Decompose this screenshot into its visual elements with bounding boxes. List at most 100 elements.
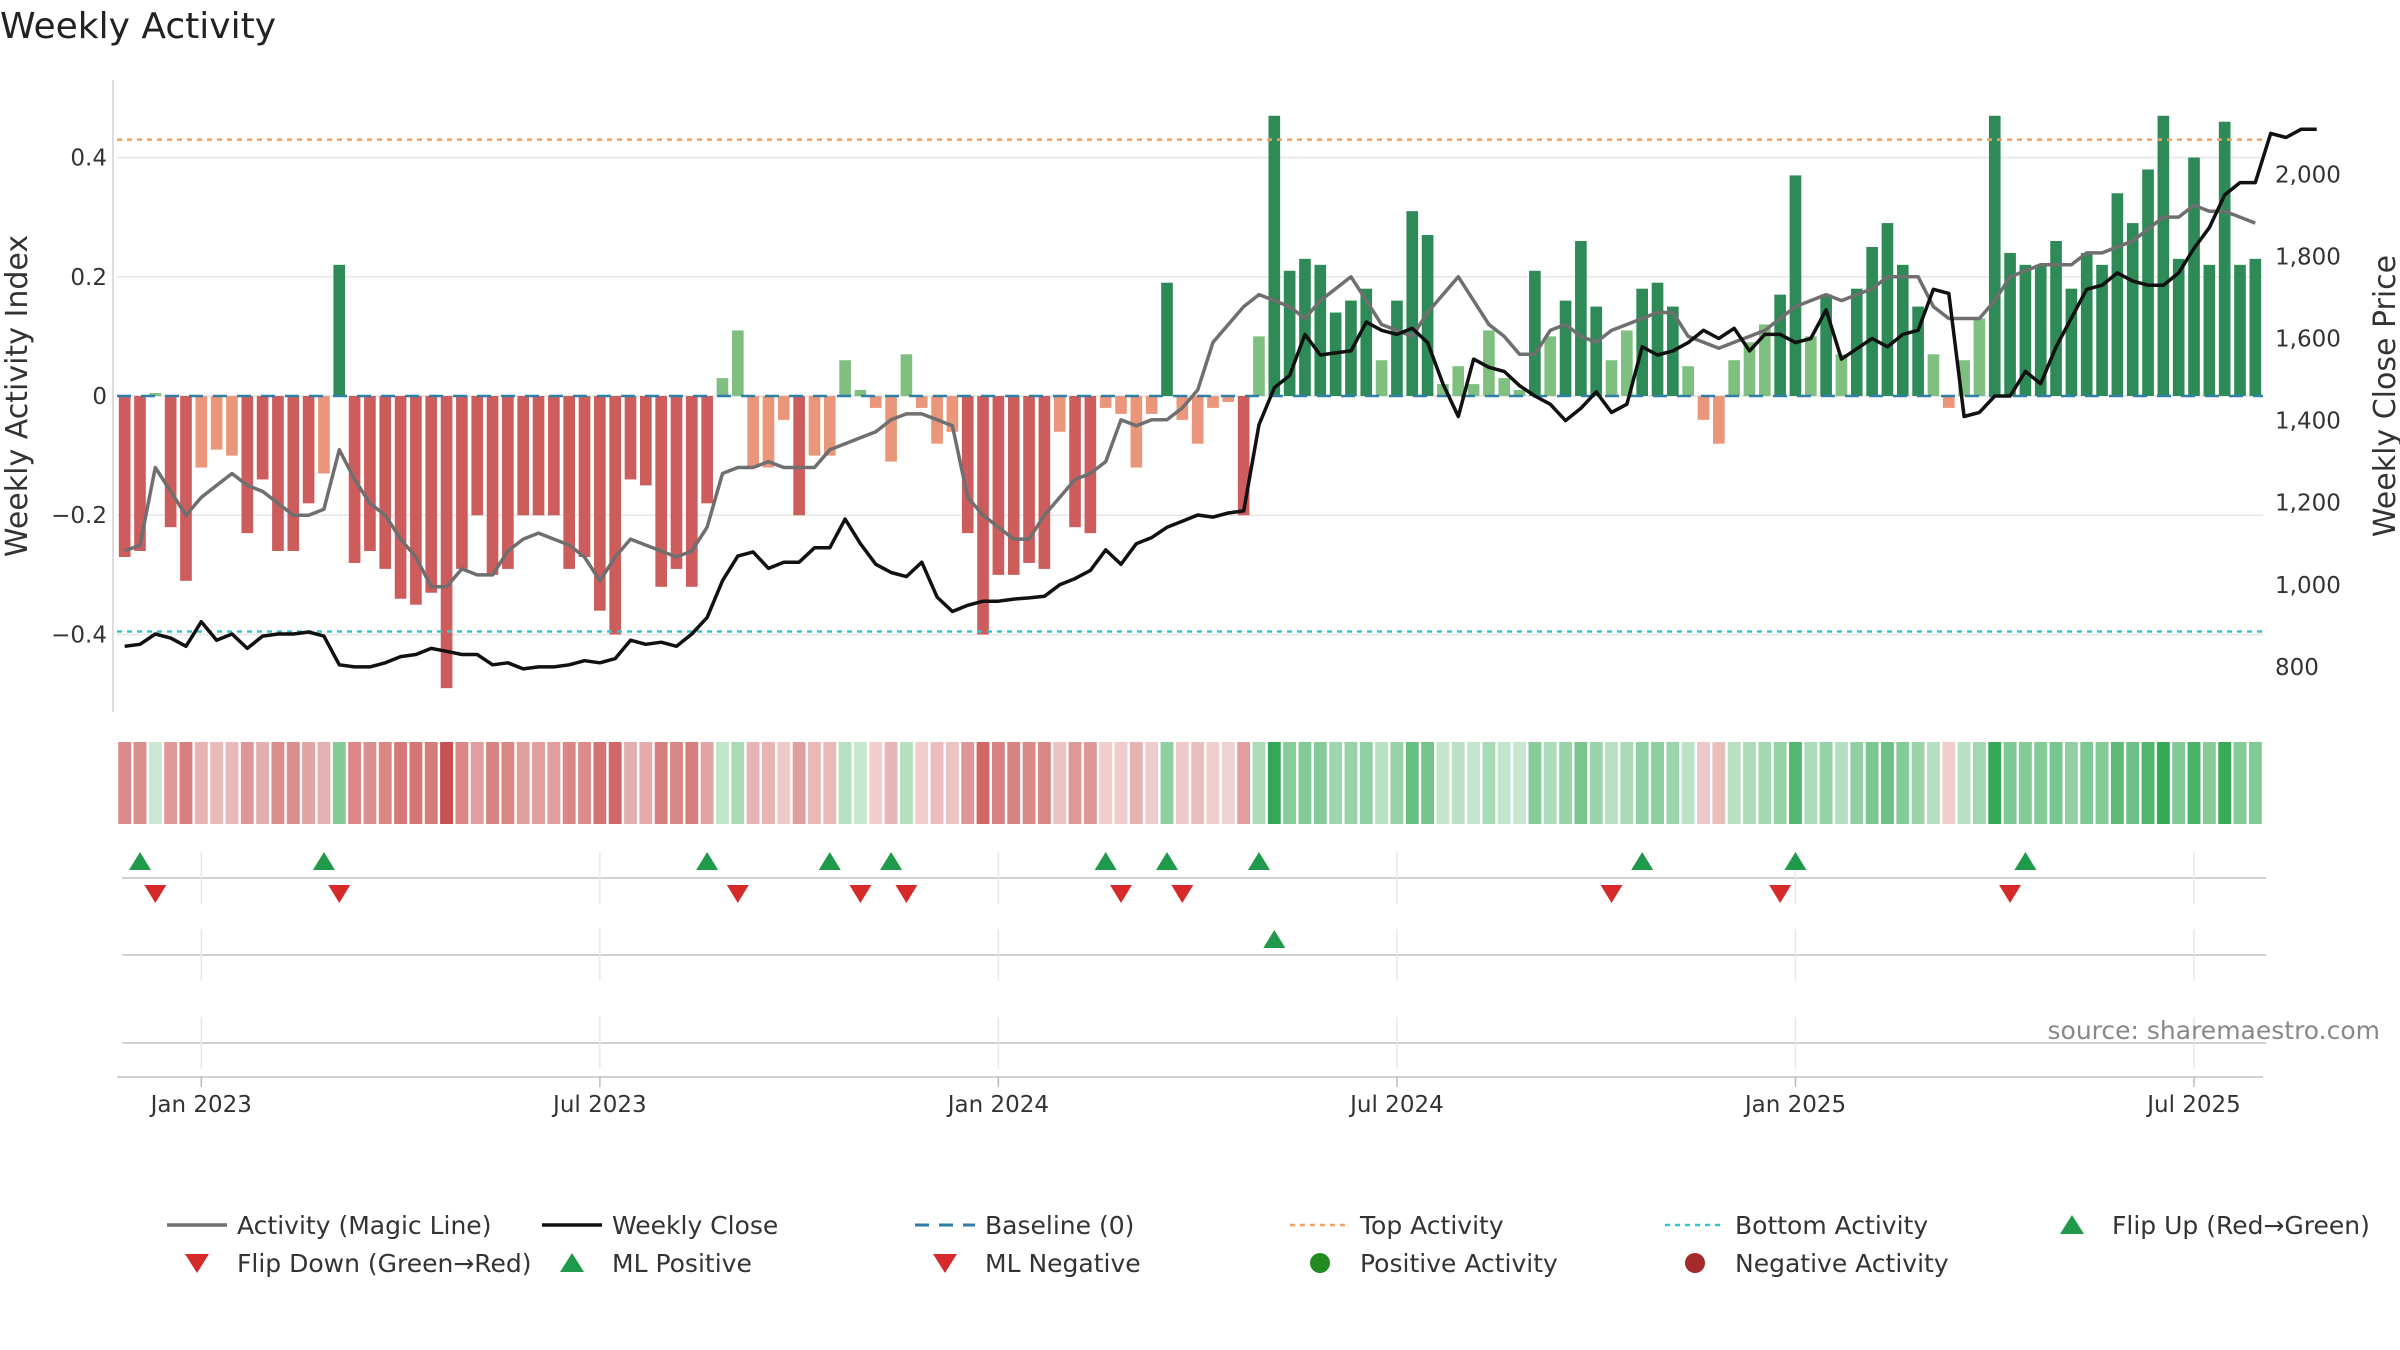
activity-bar [1529,270,1541,396]
y2-tick-label: 800 [2275,655,2319,681]
legend-label: Negative Activity [1735,1249,1949,1278]
legend-entry: ML Positive [560,1249,752,1278]
activity-bar [594,396,606,611]
heat-cell [302,742,316,824]
y-tick-label: −0.2 [51,503,107,529]
heat-cell [624,742,637,824]
heat-cell [700,742,714,824]
activity-bar [1621,330,1633,396]
heat-cell [961,742,975,824]
flip-up-marker [1784,852,1807,870]
flip-up-marker [312,852,335,870]
heat-cell [1283,742,1297,824]
activity-bar [1590,306,1603,396]
legend-entry: Top Activity [1290,1211,1504,1240]
activity-bar [578,396,591,557]
activity-bar [1896,264,1909,396]
heat-cell [777,742,791,824]
activity-bar [486,396,499,575]
heat-cell [2034,742,2048,824]
heat-cell [1298,742,1312,824]
legend-entry: Negative Activity [1685,1249,1949,1278]
legend-entry: Positive Activity [1310,1249,1558,1278]
heat-cell [1666,742,1680,824]
activity-bar [685,396,698,587]
heat-cell [2018,742,2032,824]
heat-cell [532,742,545,824]
heat-cell [1329,742,1343,824]
activity-bar [1927,354,1940,396]
activity-bar [1053,396,1066,432]
heat-cell [930,742,944,824]
activity-bar [1115,396,1127,414]
activity-bar [272,396,284,552]
heat-cell [1605,742,1618,824]
activity-bar [1881,223,1894,396]
heat-cell [1589,742,1603,824]
activity-bar [1023,396,1035,563]
legend-label: Flip Down (Green→Red) [237,1249,532,1278]
flip-down-marker [726,885,749,903]
legend-swatch-triangle-up [560,1253,584,1272]
activity-bar [2019,264,2032,396]
heat-cell [2049,742,2063,824]
heat-cell [915,742,929,824]
heat-cell [378,742,392,824]
heat-cell [1053,742,1067,824]
y-tick-label: 0 [92,384,107,410]
flip-down-marker [1110,885,1133,903]
heat-cell [792,742,806,824]
legend-swatch-triangle-down [185,1254,209,1273]
heat-cell [2172,742,2186,824]
activity-bar [2080,252,2093,396]
heat-cell [1083,742,1097,824]
activity-bar [532,396,545,516]
heat-cell [1942,742,1956,824]
activity-bar [1682,366,1695,396]
activity-bar [885,396,897,462]
activity-bar [946,396,959,432]
activity-bar [2050,240,2062,396]
heat-cell [1712,742,1726,824]
activity-bar [624,396,637,480]
heat-cell [1482,742,1496,824]
heat-cell [1543,742,1557,824]
heat-cell [746,742,760,824]
heat-cell [1559,742,1572,824]
heat-cell [1221,742,1235,824]
heat-cell [1620,742,1634,824]
heat-cell [1451,742,1465,824]
activity-bar [1850,288,1863,396]
heat-cell [1651,742,1664,824]
heat-cell [286,742,300,824]
activity-bar [149,393,162,396]
activity-bar [609,396,622,635]
x-tick-label: Jul 2024 [1348,1092,1444,1118]
heat-cell [1191,742,1205,824]
heat-cell [1743,742,1756,824]
activity-bar [456,396,468,569]
heat-cell [486,742,499,824]
activity-bar [1145,396,1158,414]
flip-up-marker [818,852,841,870]
activity-bar [333,264,346,396]
legend-swatch-circle [1685,1253,1705,1273]
heat-cell [1068,742,1082,824]
signal-markers [122,852,2266,1069]
activity-bar [1789,175,1802,396]
heat-cell [976,742,990,824]
activity-bar [823,396,836,456]
heat-cell [685,742,699,824]
legend-entry: Activity (Magic Line) [167,1211,491,1240]
activity-bar [226,396,238,456]
heat-cell [332,742,346,824]
heat-cell [716,742,729,824]
activity-bar [1559,300,1572,396]
heat-cell [1881,742,1894,824]
activity-bar [869,396,882,408]
heat-cell [455,742,469,824]
heat-cell [1727,742,1741,824]
heat-cell [501,742,515,824]
y-tick-label: 0.4 [70,146,107,172]
legend-label: Flip Up (Red→Green) [2112,1211,2370,1240]
